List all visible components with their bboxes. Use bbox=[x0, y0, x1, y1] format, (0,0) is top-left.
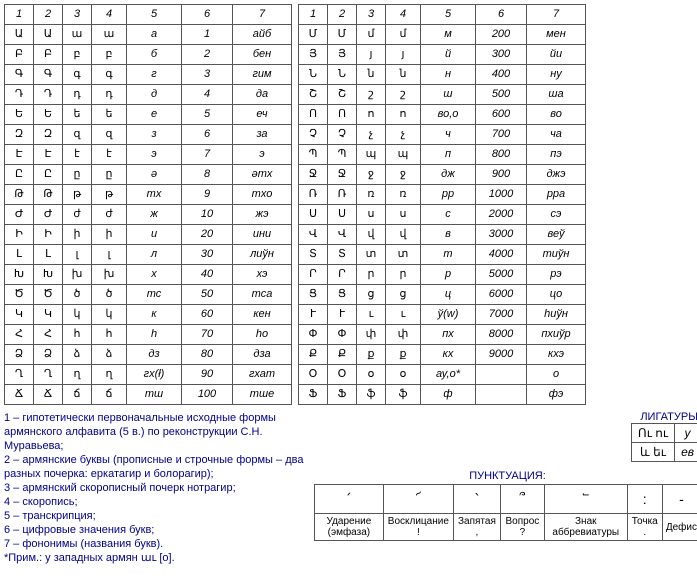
table-row: ԵԵեեе5еч bbox=[5, 105, 292, 125]
ligatures-table: Ու ուуև եւев bbox=[631, 423, 697, 462]
table-row: ՖՖֆֆффэ bbox=[299, 385, 586, 405]
col-header-6: 6 bbox=[182, 5, 233, 25]
punct-glyph: : bbox=[627, 485, 662, 514]
table-row: ՓՓփփпх8000пхиўр bbox=[299, 325, 586, 345]
legend-line: 7 – фононимы (названия букв). bbox=[4, 537, 304, 551]
table-row: ՉՉչչч700ча bbox=[299, 125, 586, 145]
table-row: ԱԱաաа1айб bbox=[5, 25, 292, 45]
punct-glyph: ՟ bbox=[544, 485, 627, 514]
table-row: ՒՒււў(w)7000hиўн bbox=[299, 305, 586, 325]
legend-line: 2 – армянские буквы (прописные и строчны… bbox=[4, 453, 304, 481]
table-row: ԻԻիիи20ини bbox=[5, 225, 292, 245]
punct-glyph: ՛ bbox=[315, 485, 384, 514]
punct-name: Знак аббревиатуры bbox=[544, 514, 627, 541]
table-row: ԲԲբբб2бен bbox=[5, 45, 292, 65]
punct-glyph: ՞ bbox=[500, 485, 544, 514]
punct-name: Ударение (эмфаза) bbox=[315, 514, 384, 541]
table-row: ՆՆննн400ну bbox=[299, 65, 586, 85]
col-header-6: 6 bbox=[476, 5, 527, 25]
table-row: ՅՅյյй300йи bbox=[299, 45, 586, 65]
table-row: ՋՋջջдж900джэ bbox=[299, 165, 586, 185]
table-row: ԳԳգգг3гим bbox=[5, 65, 292, 85]
table-row: ՑՑցցц6000цо bbox=[299, 285, 586, 305]
col-header-7: 7 bbox=[233, 5, 292, 25]
punct-name: Точка . bbox=[627, 514, 662, 541]
col-header-2: 2 bbox=[34, 5, 63, 25]
table-row: ՕՕօօау,о*о bbox=[299, 365, 586, 385]
col-header-4: 4 bbox=[386, 5, 421, 25]
legend-line: 3 – армянский скорописный почерк нотраги… bbox=[4, 481, 304, 495]
punct-glyph: ՝ bbox=[453, 485, 500, 514]
col-header-7: 7 bbox=[527, 5, 586, 25]
legend-line: *Прим.: у западных армян աւ [o]. bbox=[4, 551, 304, 565]
table-row: ՇՇշշш500ша bbox=[299, 85, 586, 105]
col-header-4: 4 bbox=[92, 5, 127, 25]
col-header-1: 1 bbox=[299, 5, 328, 25]
table-row: ՀՀհհh70hо bbox=[5, 325, 292, 345]
col-header-2: 2 bbox=[328, 5, 357, 25]
table-row: ԺԺժժж10жэ bbox=[5, 205, 292, 225]
table-row: ԾԾծծтс50тса bbox=[5, 285, 292, 305]
table-row: ԷԷէէэ7э bbox=[5, 145, 292, 165]
legend-line: 1 – гипотетически первоначальные исходны… bbox=[4, 411, 304, 453]
ligatures-label: ЛИГАТУРЫ: bbox=[640, 411, 697, 423]
table-row: ՏՏտտт4000тиўн bbox=[299, 245, 586, 265]
table-row: ԸԸըըə8əтх bbox=[5, 165, 292, 185]
table-row: ԶԶզզз6за bbox=[5, 125, 292, 145]
col-header-5: 5 bbox=[421, 5, 476, 25]
col-header-1: 1 bbox=[5, 5, 34, 25]
table-row: ՃՃճճтш100тше bbox=[5, 385, 292, 405]
legend-line: 4 – скоропись; bbox=[4, 495, 304, 509]
punctuation-label: ПУНКТУАЦИЯ: bbox=[314, 470, 697, 482]
punct-name: Запятая , bbox=[453, 514, 500, 541]
punctuation-table: ՛՜՝՞՟:- Ударение (эмфаза)Восклицание !За… bbox=[314, 484, 697, 541]
table-row: ՈՈոոво,о600во bbox=[299, 105, 586, 125]
table-row: ԹԹթթтх9тхо bbox=[5, 185, 292, 205]
legend-line: 5 – транскрипция; bbox=[4, 509, 304, 523]
table-row: ՔՔքքкх9000кхэ bbox=[299, 345, 586, 365]
punct-name: Восклицание ! bbox=[383, 514, 453, 541]
alphabet-table-right: 1234567 ՄՄմմм200менՅՅյյй300йиՆՆննн400нуՇ… bbox=[298, 4, 586, 405]
punct-name: Дефис bbox=[662, 514, 697, 541]
legend-text: 1 – гипотетически первоначальные исходны… bbox=[4, 411, 304, 565]
table-row: ՄՄմմм200мен bbox=[299, 25, 586, 45]
table-row: ՁՁձձдз80дза bbox=[5, 345, 292, 365]
table-row: ՊՊպպп800пэ bbox=[299, 145, 586, 165]
col-header-3: 3 bbox=[63, 5, 92, 25]
table-row: ՂՂղղгх(ł)90гхат bbox=[5, 365, 292, 385]
table-row: ԿԿկկк60кен bbox=[5, 305, 292, 325]
punct-glyph: ՜ bbox=[383, 485, 453, 514]
table-row: ՍՍսսс2000сэ bbox=[299, 205, 586, 225]
punct-glyph: - bbox=[662, 485, 697, 514]
legend-line: 6 – цифровые значения букв; bbox=[4, 523, 304, 537]
table-row: ԼԼլլл30лиўн bbox=[5, 245, 292, 265]
table-row: ՎՎվվв3000веў bbox=[299, 225, 586, 245]
alphabet-table-left: 1234567 ԱԱաաа1айбԲԲբբб2бенԳԳգգг3гимԴԴդդд… bbox=[4, 4, 292, 405]
table-row: ԴԴդդд4да bbox=[5, 85, 292, 105]
punct-name: Вопрос ? bbox=[500, 514, 544, 541]
col-header-3: 3 bbox=[357, 5, 386, 25]
col-header-5: 5 bbox=[127, 5, 182, 25]
table-row: ՐՐրրр5000рэ bbox=[299, 265, 586, 285]
table-row: ՌՌռռрр1000рра bbox=[299, 185, 586, 205]
table-row: ԽԽխխх40хэ bbox=[5, 265, 292, 285]
